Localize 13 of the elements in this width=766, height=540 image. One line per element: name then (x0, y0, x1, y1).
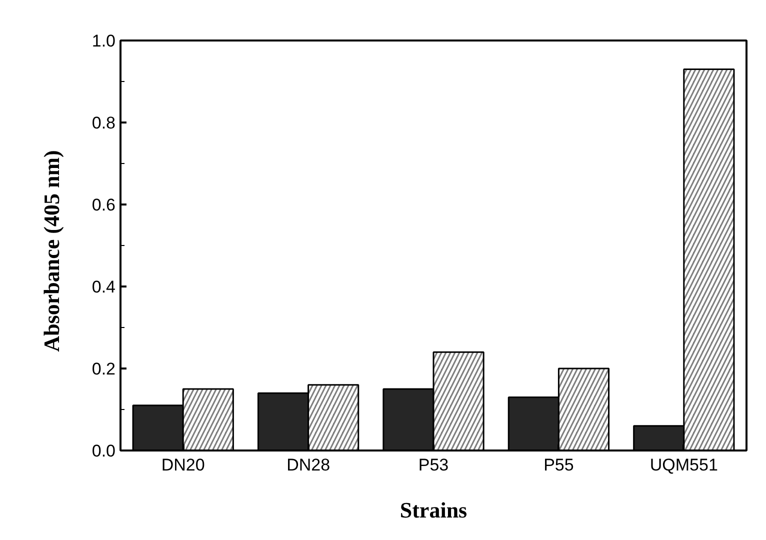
y-tick-label: 0.4 (92, 278, 116, 296)
y-tick-label: 0.2 (92, 360, 116, 378)
y-axis-title: Absorbance (405 nm) (38, 150, 64, 352)
y-tick-label: 0.8 (92, 114, 116, 132)
x-tick-label: P53 (418, 456, 449, 474)
y-tick-label: 0.0 (92, 442, 116, 460)
x-tick-label: DN20 (161, 456, 205, 474)
x-tick-label: P55 (544, 456, 574, 474)
y-tick-label: 0.6 (92, 196, 116, 214)
y-tick-label: 1.0 (92, 32, 116, 50)
x-tick-label: UQM551 (650, 456, 718, 474)
x-tick-label: DN28 (286, 456, 330, 474)
x-axis-title: Strains (400, 498, 468, 522)
